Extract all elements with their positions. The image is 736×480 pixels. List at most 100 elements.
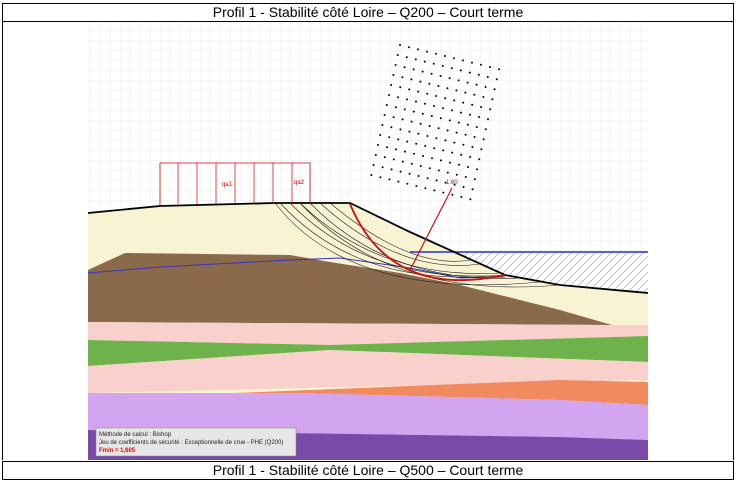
grid-dot — [451, 193, 454, 196]
grid-dot — [448, 77, 451, 80]
grid-dot — [412, 68, 415, 71]
ground-surface — [87, 202, 649, 294]
grid-dot — [424, 187, 427, 190]
grid-dot — [451, 109, 453, 112]
grid-dot — [439, 117, 442, 120]
grid-dot — [460, 153, 463, 156]
grid-dot — [417, 132, 420, 135]
grid-dot — [442, 149, 445, 152]
grid-dot — [446, 171, 449, 174]
grid-dot — [455, 131, 458, 134]
grid-dot — [482, 138, 485, 141]
pink-layer — [88, 322, 648, 345]
grid-dot — [431, 157, 433, 160]
grid-dot — [444, 97, 447, 100]
grid-dot — [413, 152, 415, 155]
grid-dot — [381, 166, 384, 169]
grid-dot — [399, 86, 402, 89]
grid-dot — [410, 162, 413, 165]
grid-dot — [484, 128, 487, 131]
grid-dot — [386, 146, 388, 149]
grid-dot — [403, 108, 406, 111]
grid-dot — [437, 85, 440, 87]
grid-dot — [410, 78, 413, 81]
grid-dot — [383, 156, 386, 159]
grid-dot — [424, 102, 426, 105]
grid-dot — [381, 124, 384, 126]
grid-dot — [397, 138, 400, 141]
grid-dot — [394, 106, 397, 109]
grid-dot — [410, 120, 413, 123]
grid-dot — [489, 66, 491, 68]
grid-dot — [457, 79, 460, 82]
grid-dot — [399, 170, 402, 173]
grid-dot — [419, 122, 422, 125]
grid-dot — [403, 66, 406, 69]
grid-dot — [450, 67, 453, 70]
grid-dot — [480, 63, 482, 66]
grid-dot — [419, 80, 422, 83]
grid-dot — [428, 125, 431, 127]
grid-dot — [424, 145, 427, 147]
grid-dot — [473, 178, 476, 181]
grid-dot — [437, 127, 440, 130]
legend-box — [95, 427, 297, 457]
legend-coefficients: Jeu de coefficients de sécurité : Except… — [99, 440, 283, 446]
grid-dot — [464, 91, 467, 94]
grid-dot — [415, 185, 418, 187]
grid-dot — [478, 158, 481, 161]
grid-dot — [397, 96, 399, 99]
grid-dot — [448, 119, 451, 122]
grid-dot — [383, 114, 386, 116]
grid-dot — [421, 112, 424, 115]
grid-dot — [484, 86, 487, 88]
grid-dot — [471, 61, 473, 64]
grid-dot — [451, 151, 454, 154]
grid-dot — [477, 73, 480, 76]
load-label: qa2 — [294, 180, 305, 186]
grid-dot — [414, 58, 417, 61]
grid-dot — [462, 101, 465, 104]
grid-dot — [460, 111, 462, 114]
grid-dot — [408, 130, 411, 133]
center-grid — [370, 44, 500, 201]
grid-dot — [430, 72, 433, 75]
grid-dot — [491, 98, 494, 101]
grid-dot — [404, 150, 406, 153]
grid-dot — [471, 146, 474, 148]
grid-dot — [396, 54, 399, 56]
grid-dot — [406, 140, 409, 143]
grid-dot — [390, 168, 393, 171]
legend-fmin: Fmin = 1,605 — [99, 448, 136, 454]
grid-dot — [444, 181, 447, 184]
grid-dot — [370, 174, 373, 176]
grid-dot — [435, 179, 438, 182]
water-hatch — [410, 252, 648, 293]
grid-dot — [397, 180, 400, 183]
grid-dot — [401, 160, 404, 163]
grid-dot — [489, 108, 492, 111]
critical-label: 1.60 — [446, 180, 458, 186]
grid-dot — [426, 135, 429, 137]
grid-dot — [428, 82, 431, 85]
grid-dot — [406, 98, 408, 101]
brown-layer — [88, 253, 612, 325]
legend-method: Méthode de calcul : Bishop — [99, 432, 172, 438]
grid-dot — [487, 118, 489, 121]
critical-circle — [349, 203, 506, 282]
grid-dot — [467, 166, 469, 168]
grid-dot — [455, 173, 458, 176]
grid-dot — [433, 189, 436, 192]
grid-dot — [421, 70, 424, 73]
grid-dot — [428, 167, 431, 170]
grid-dot — [444, 55, 446, 57]
grid-dot — [399, 128, 402, 131]
grid-dot — [412, 110, 415, 113]
grid-dot — [388, 136, 391, 139]
grid-dot — [415, 142, 418, 145]
grid-dot — [457, 121, 460, 124]
grid-dot — [435, 95, 438, 97]
grid-dot — [473, 136, 476, 138]
grid-dot — [374, 154, 377, 156]
